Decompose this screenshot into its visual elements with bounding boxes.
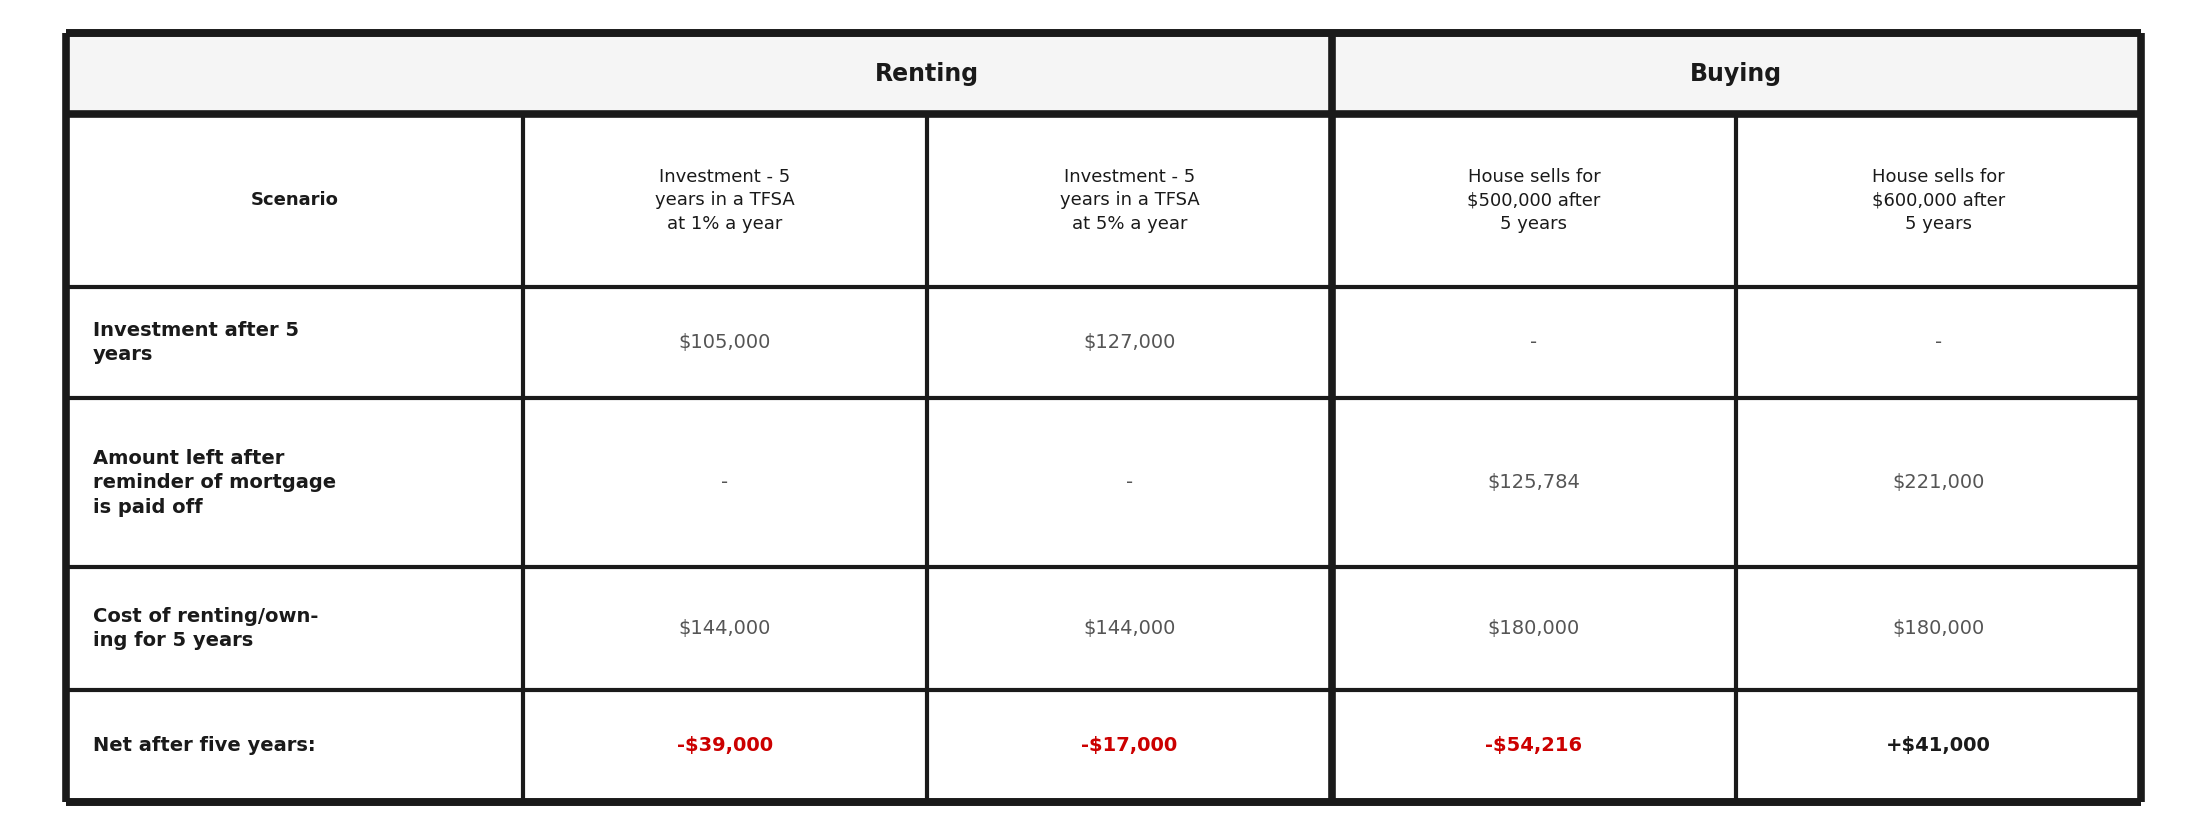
Bar <box>66 398 523 567</box>
Bar <box>66 114 523 287</box>
Text: Scenario: Scenario <box>249 191 338 210</box>
Text: -$17,000: -$17,000 <box>1081 736 1179 756</box>
Text: Buying: Buying <box>1691 62 1783 86</box>
Text: -: - <box>1936 333 1942 352</box>
Bar <box>66 33 523 114</box>
Text: House sells for
$600,000 after
5 years: House sells for $600,000 after 5 years <box>1872 168 2006 233</box>
Text: $127,000: $127,000 <box>1084 333 1176 352</box>
Bar <box>523 287 927 398</box>
Bar <box>927 691 1331 802</box>
Text: $180,000: $180,000 <box>1891 620 1984 638</box>
Bar <box>1331 33 2141 114</box>
Bar <box>523 691 927 802</box>
Text: Investment - 5
years in a TFSA
at 1% a year: Investment - 5 years in a TFSA at 1% a y… <box>655 168 795 233</box>
Text: $144,000: $144,000 <box>1084 620 1176 638</box>
Bar <box>1331 114 1737 287</box>
Text: $105,000: $105,000 <box>680 333 770 352</box>
Text: -$39,000: -$39,000 <box>678 736 772 756</box>
Bar <box>1331 287 1737 398</box>
Text: House sells for
$500,000 after
5 years: House sells for $500,000 after 5 years <box>1468 168 1600 233</box>
Bar <box>1737 287 2141 398</box>
Bar <box>927 567 1331 691</box>
Bar <box>1737 114 2141 287</box>
Text: +$41,000: +$41,000 <box>1887 736 1991 756</box>
Bar <box>523 398 927 567</box>
Bar <box>1331 567 1737 691</box>
Bar <box>1737 691 2141 802</box>
Bar <box>66 567 523 691</box>
Bar <box>1331 398 1737 567</box>
Bar <box>927 287 1331 398</box>
Bar <box>1737 567 2141 691</box>
Bar <box>927 114 1331 287</box>
Bar <box>927 398 1331 567</box>
Bar <box>523 33 1331 114</box>
Text: Net after five years:: Net after five years: <box>93 736 316 756</box>
Text: $144,000: $144,000 <box>680 620 770 638</box>
Bar <box>523 567 927 691</box>
Bar <box>66 287 523 398</box>
Text: -: - <box>1126 473 1132 493</box>
Bar <box>1331 691 1737 802</box>
Text: Renting: Renting <box>876 62 980 86</box>
Text: $180,000: $180,000 <box>1488 620 1580 638</box>
Text: Amount left after
reminder of mortgage
is paid off: Amount left after reminder of mortgage i… <box>93 449 335 517</box>
Text: Cost of renting/own-
ing for 5 years: Cost of renting/own- ing for 5 years <box>93 607 318 650</box>
Bar <box>523 114 927 287</box>
Text: Investment after 5
years: Investment after 5 years <box>93 321 298 364</box>
Text: $125,784: $125,784 <box>1488 473 1580 493</box>
Text: -: - <box>722 473 728 493</box>
Text: $221,000: $221,000 <box>1891 473 1984 493</box>
Text: Investment - 5
years in a TFSA
at 5% a year: Investment - 5 years in a TFSA at 5% a y… <box>1059 168 1198 233</box>
Text: -$54,216: -$54,216 <box>1485 736 1582 756</box>
Bar <box>1737 398 2141 567</box>
Bar <box>66 691 523 802</box>
Text: -: - <box>1529 333 1538 352</box>
